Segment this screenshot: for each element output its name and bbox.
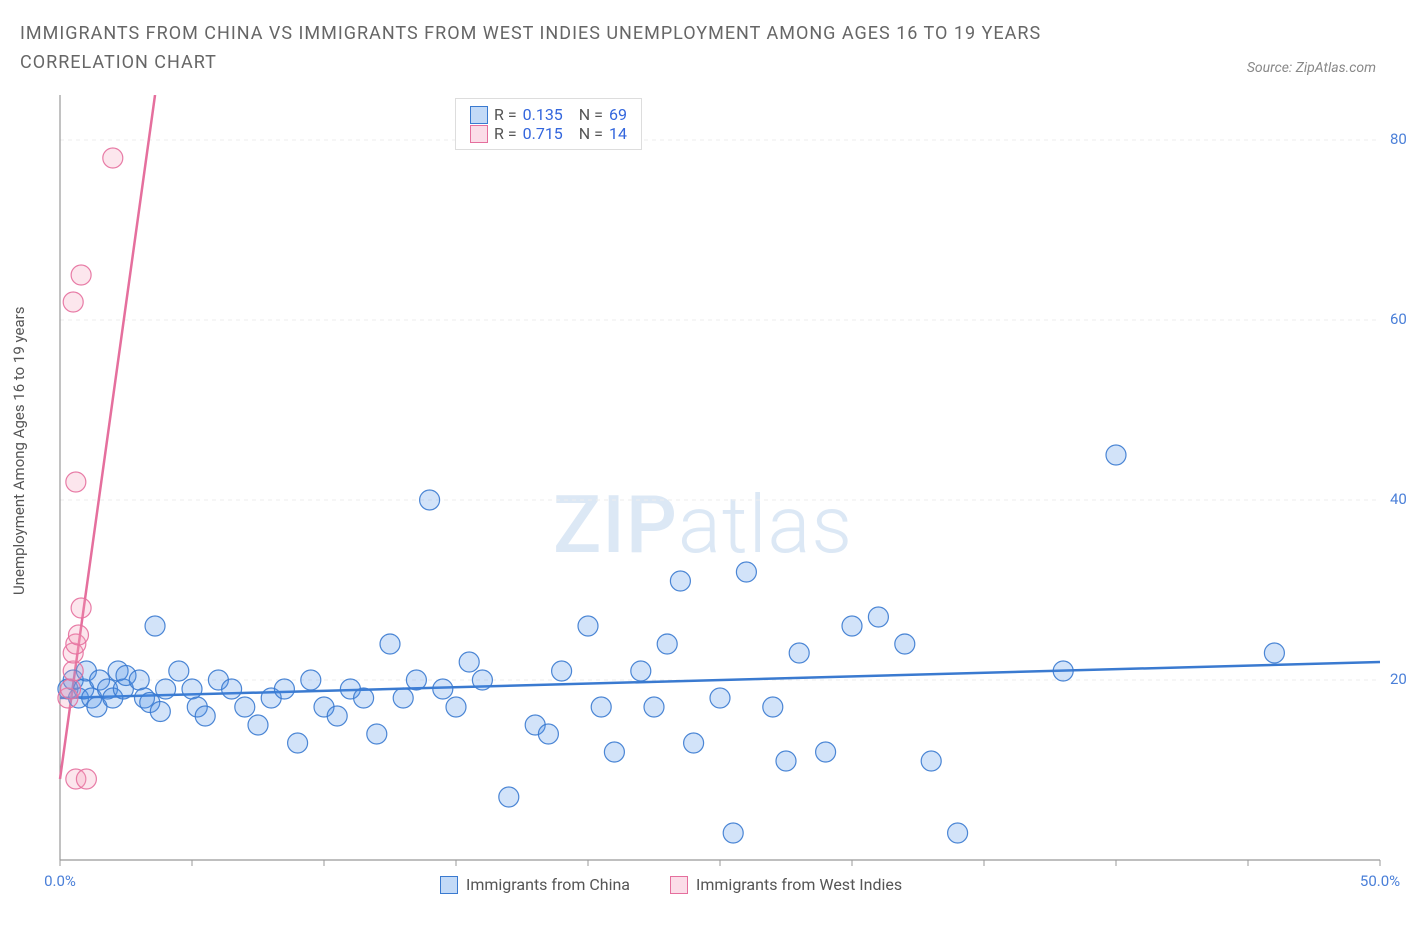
x-tick-label: 0.0% bbox=[44, 872, 76, 890]
legend-series-label: Immigrants from China bbox=[466, 875, 630, 894]
legend-correlation-row: R = 0.135 N = 69 bbox=[470, 105, 627, 124]
chart-container: Unemployment Among Ages 16 to 19 years Z… bbox=[0, 95, 1406, 900]
legend-r-value: 0.715 bbox=[523, 124, 563, 143]
y-tick-label: 80.0% bbox=[1390, 130, 1406, 148]
legend-series-item: Immigrants from West Indies bbox=[670, 875, 902, 894]
legend-n-label: N = bbox=[579, 105, 603, 124]
legend-r-label: R = bbox=[494, 105, 517, 124]
legend-swatch bbox=[470, 106, 488, 124]
y-tick-label: 40.0% bbox=[1390, 490, 1406, 508]
legend-series-label: Immigrants from West Indies bbox=[696, 875, 902, 894]
legend-swatch bbox=[670, 876, 688, 894]
legend-series-item: Immigrants from China bbox=[440, 875, 630, 894]
chart-title: IMMIGRANTS FROM CHINA VS IMMIGRANTS FROM… bbox=[20, 20, 1120, 78]
source-label: Source: ZipAtlas.com bbox=[1247, 60, 1376, 76]
legend-n-value: 69 bbox=[609, 105, 627, 124]
legend-r-label: R = bbox=[494, 124, 517, 143]
y-tick-label: 60.0% bbox=[1390, 310, 1406, 328]
legend-n-label: N = bbox=[579, 124, 603, 143]
legend-swatch bbox=[470, 125, 488, 143]
legend-correlation: R = 0.135 N = 69 R = 0.715 N = 14 bbox=[455, 98, 642, 150]
legend-correlation-row: R = 0.715 N = 14 bbox=[470, 124, 627, 143]
legend-swatch bbox=[440, 876, 458, 894]
legend-n-value: 14 bbox=[609, 124, 627, 143]
y-tick-label: 20.0% bbox=[1390, 670, 1406, 688]
scatter-plot bbox=[0, 95, 1406, 900]
legend-r-value: 0.135 bbox=[523, 105, 563, 124]
legend-series: Immigrants from China Immigrants from Wes… bbox=[440, 875, 902, 894]
x-tick-label: 50.0% bbox=[1360, 872, 1400, 890]
